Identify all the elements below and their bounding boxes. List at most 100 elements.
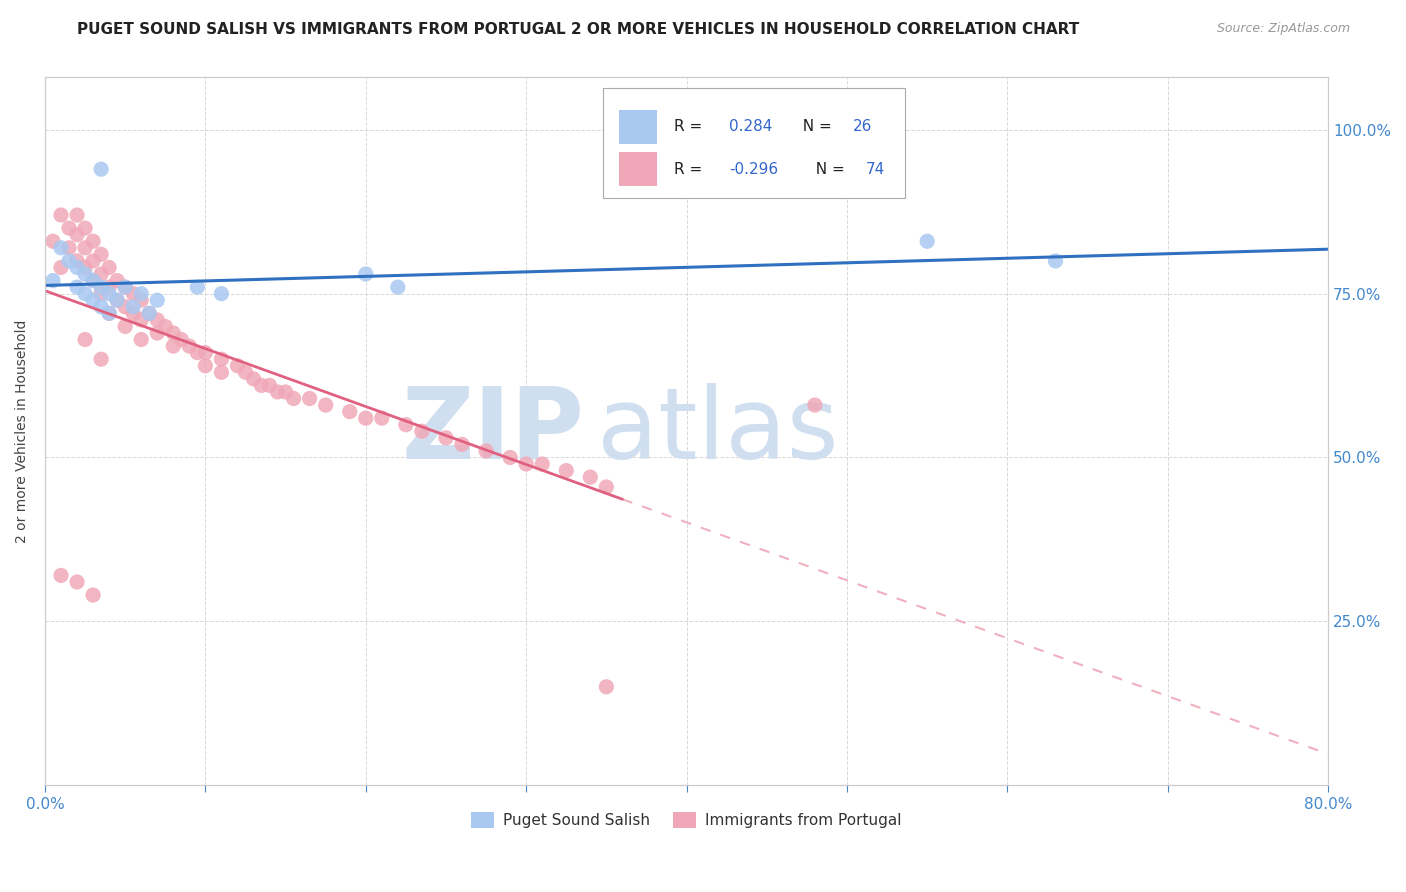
Point (66, 208, 89, 222)
Point (475, 444, 498, 458)
Point (98, 306, 121, 320)
Point (209, 286, 232, 301)
Point (555, 464, 578, 478)
Point (804, 398, 827, 412)
Point (98, 280, 121, 294)
Point (75, 286, 97, 301)
Point (266, 384, 288, 399)
Point (105, 293, 128, 308)
Point (371, 411, 394, 425)
Point (49, 208, 72, 222)
Point (298, 392, 321, 406)
Point (90, 286, 112, 301)
Text: -0.296: -0.296 (728, 162, 778, 177)
Point (242, 372, 264, 386)
Point (49, 260, 72, 275)
Point (595, 480, 617, 494)
Point (129, 286, 152, 301)
Point (499, 450, 522, 465)
Point (82, 293, 104, 308)
Point (122, 286, 145, 301)
Text: PUGET SOUND SALISH VS IMMIGRANTS FROM PORTUGAL 2 OR MORE VEHICLES IN HOUSEHOLD C: PUGET SOUND SALISH VS IMMIGRANTS FROM PO… (77, 22, 1080, 37)
FancyBboxPatch shape (603, 88, 904, 198)
Point (162, 339, 184, 353)
Point (114, 280, 136, 294)
Point (58, 221, 80, 235)
Point (186, 345, 208, 359)
Point (283, 392, 305, 406)
Point (235, 365, 257, 379)
Point (146, 313, 169, 327)
Point (129, 313, 152, 327)
Text: 0.284: 0.284 (728, 120, 772, 135)
Point (434, 431, 457, 445)
Point (90, 247, 112, 261)
Text: R =: R = (673, 120, 707, 135)
Point (66, 574, 89, 589)
FancyBboxPatch shape (619, 110, 657, 144)
Text: R =: R = (673, 162, 707, 177)
Point (315, 398, 337, 412)
Text: 74: 74 (866, 162, 886, 177)
Point (274, 384, 297, 399)
Legend: Puget Sound Salish, Immigrants from Portugal: Puget Sound Salish, Immigrants from Port… (465, 805, 908, 834)
Point (66, 260, 89, 275)
Point (531, 457, 554, 471)
Point (82, 274, 104, 288)
Point (66, 227, 89, 242)
Point (354, 267, 377, 281)
Point (75, 260, 97, 275)
Point (122, 300, 145, 314)
Point (90, 162, 112, 177)
Point (138, 306, 160, 320)
Point (105, 293, 128, 308)
Text: ZIP: ZIP (401, 383, 583, 480)
Point (114, 319, 136, 334)
Point (250, 378, 273, 392)
FancyBboxPatch shape (619, 153, 657, 186)
Point (162, 326, 184, 340)
Point (259, 378, 281, 392)
Point (75, 267, 97, 281)
Point (49, 568, 72, 582)
Point (82, 234, 104, 248)
Point (226, 359, 249, 373)
Point (75, 221, 97, 235)
Point (90, 280, 112, 294)
Point (395, 417, 418, 432)
Text: atlas: atlas (596, 383, 838, 480)
Point (387, 280, 409, 294)
Point (146, 293, 169, 308)
Point (98, 260, 121, 275)
Point (186, 280, 208, 294)
Point (451, 437, 474, 451)
Point (129, 333, 152, 347)
Y-axis label: 2 or more Vehicles in Household: 2 or more Vehicles in Household (15, 319, 30, 543)
Point (58, 253, 80, 268)
Point (170, 333, 193, 347)
Point (75, 241, 97, 255)
Point (138, 306, 160, 320)
Point (75, 333, 97, 347)
Point (209, 352, 232, 367)
Point (42, 274, 65, 288)
Point (179, 339, 201, 353)
Point (515, 457, 537, 471)
Point (66, 253, 89, 268)
Point (194, 359, 217, 373)
Point (155, 319, 177, 334)
Point (66, 280, 89, 294)
Point (122, 306, 145, 320)
Point (90, 267, 112, 281)
Point (209, 365, 232, 379)
Point (49, 241, 72, 255)
Point (129, 293, 152, 308)
Point (58, 241, 80, 255)
Text: Source: ZipAtlas.com: Source: ZipAtlas.com (1216, 22, 1350, 36)
Point (90, 300, 112, 314)
Point (42, 234, 65, 248)
Point (146, 326, 169, 340)
Point (354, 411, 377, 425)
Point (595, 680, 617, 694)
Point (411, 424, 433, 438)
